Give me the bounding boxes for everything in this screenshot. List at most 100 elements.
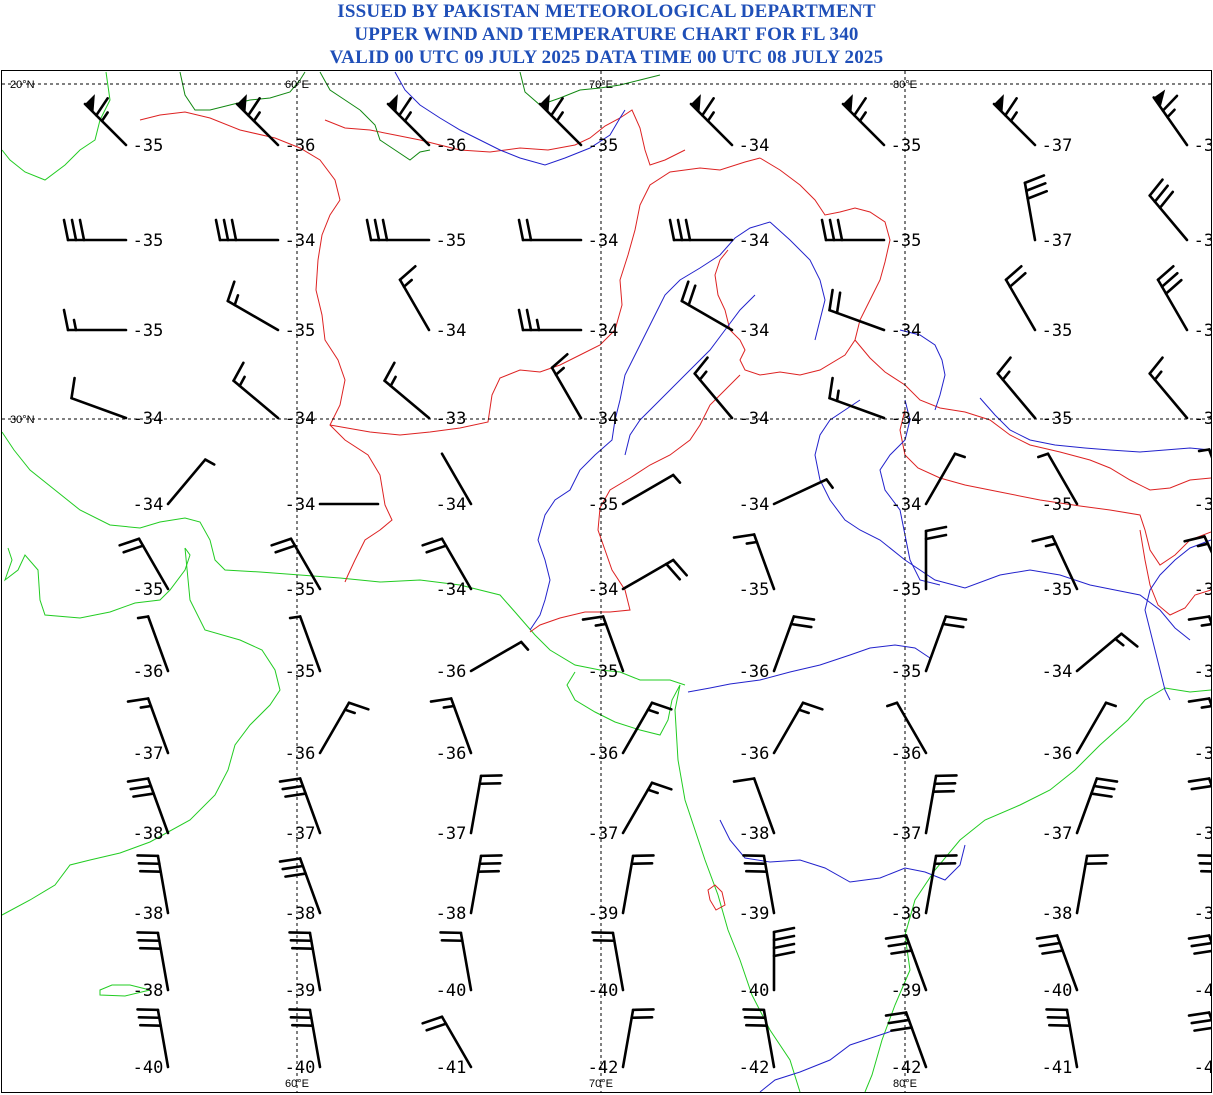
wind-barb (924, 452, 966, 506)
river-sutlej (899, 329, 946, 411)
latitude-label: 30°N (10, 414, 35, 426)
wind-barb (1045, 1008, 1079, 1069)
wind-barb (469, 640, 530, 673)
temperature-label: -35 (1194, 495, 1213, 515)
chart-title: UPPER WIND AND TEMPERATURE CHART FOR FL … (354, 24, 859, 45)
wind-barb (469, 774, 503, 835)
wind-barb (1148, 178, 1189, 242)
temperature-label: -34 (1194, 409, 1213, 429)
temperature-label: -38 (285, 904, 316, 924)
temperature-label: -34 (436, 580, 467, 600)
temperature-label: -39 (739, 904, 770, 924)
wind-barb (1187, 777, 1211, 791)
wind-barb (680, 280, 734, 332)
wind-barb (288, 931, 322, 992)
wind-barb (996, 356, 1037, 420)
wind-barbs-layer (62, 89, 1211, 1069)
temperature-label: -35 (133, 580, 164, 600)
border-kyrgyz (519, 71, 661, 106)
wind-barb (1075, 632, 1139, 673)
temperature-label: -38 (1042, 904, 1073, 924)
temperature-label: -35 (1042, 409, 1073, 429)
temperature-label: -35 (285, 321, 316, 341)
wind-barb (924, 854, 958, 915)
wind-barb (1197, 854, 1211, 873)
wind-barb (591, 931, 625, 992)
wind-barb (772, 478, 834, 506)
wind-barb (83, 94, 128, 147)
wind-barb (1183, 535, 1211, 554)
temperature-label: -35 (285, 662, 316, 682)
wind-barb (668, 218, 734, 242)
wind-barb (136, 1008, 170, 1069)
wind-barb (1037, 452, 1079, 506)
wind-barb (581, 615, 625, 673)
issuer-line: ISSUED BY PAKISTAN METEOROLOGICAL DEPART… (337, 1, 876, 22)
wind-barb (1075, 854, 1109, 915)
wind-barb (742, 1008, 776, 1069)
border-tajikistan (359, 109, 431, 161)
temperature-label: -35 (891, 231, 922, 251)
temperature-label: -36 (1042, 744, 1073, 764)
border-afghanistan-pakistan (329, 157, 761, 436)
wind-barb (1075, 777, 1119, 835)
temperature-label: -35 (1042, 580, 1073, 600)
temperature-label: -37 (1042, 231, 1073, 251)
coastline-gulf-kutch (566, 671, 681, 736)
temperature-label: -35 (588, 136, 619, 156)
wind-barb (1035, 934, 1079, 992)
temperature-label: -42 (739, 1058, 770, 1078)
wind-barb (621, 854, 655, 915)
temperature-label: -40 (436, 981, 467, 1001)
wind-barb (517, 218, 583, 242)
wind-barb (166, 458, 216, 506)
temperature-label: -40 (133, 1058, 164, 1078)
temperature-label: -34 (739, 231, 770, 251)
temperature-label: -38 (891, 904, 922, 924)
wind-barb (1187, 697, 1211, 709)
temperature-label: -35 (1042, 321, 1073, 341)
temperature-label: -38 (1194, 904, 1213, 924)
wind-barb (886, 701, 928, 755)
coastline-india-east (864, 687, 1211, 1092)
temperature-label: -35 (1194, 580, 1213, 600)
river-ganga (814, 399, 1191, 641)
wind-barb (517, 308, 583, 332)
wind-barb (924, 774, 958, 835)
border-afghanistan-north (324, 109, 686, 166)
temperature-label: -35 (285, 580, 316, 600)
map-frame (1, 70, 1212, 1093)
wind-barb (1004, 265, 1037, 332)
temperature-label: -36 (1194, 744, 1213, 764)
wind-barb (136, 931, 170, 992)
border-pakistan-india (714, 157, 891, 376)
temperature-label: -34 (739, 495, 770, 515)
temperature-label: -34 (285, 231, 316, 251)
temperature-label: -38 (133, 824, 164, 844)
wind-barb (1075, 701, 1117, 755)
wind-barb (421, 537, 473, 591)
wind-barb (440, 452, 473, 506)
river-amu-darya (394, 71, 626, 166)
wind-barb (235, 94, 280, 147)
wind-barb (820, 218, 886, 242)
temperature-label: -35 (588, 495, 619, 515)
wind-barb (693, 356, 734, 420)
temperature-label: -40 (739, 981, 770, 1001)
temperature-label: -36 (739, 744, 770, 764)
temperature-label: -38 (133, 981, 164, 1001)
temperature-label: -37 (285, 824, 316, 844)
wind-barb (469, 854, 503, 915)
coastline-arabia-south (3, 547, 191, 619)
temperature-label: -37 (436, 824, 467, 844)
wind-barb (884, 1011, 928, 1069)
wind-barb (126, 697, 170, 755)
temperature-label: -35 (1194, 662, 1213, 682)
river-yamuna (879, 399, 941, 586)
wind-barb (288, 615, 322, 673)
wind-barb (772, 926, 796, 992)
temperature-label: -34 (588, 321, 619, 341)
wind-barb (136, 615, 170, 673)
